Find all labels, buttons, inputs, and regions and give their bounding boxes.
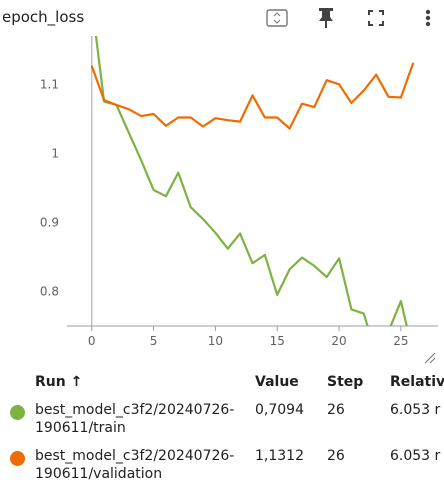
resize-handle-icon[interactable] — [424, 352, 436, 364]
header-relative[interactable]: Relativ — [390, 374, 444, 390]
y-tick-label: 1 — [51, 146, 59, 160]
x-tick-label: 20 — [331, 334, 346, 348]
table-row[interactable]: best_model_c3f2/20240726- 190611/validat… — [0, 447, 444, 493]
header-step[interactable]: Step — [327, 374, 364, 390]
run-name: best_model_c3f2/20240726- 190611/validat… — [35, 447, 250, 483]
more-vert-icon[interactable] — [414, 4, 442, 32]
y-tick-label: 0.9 — [40, 215, 59, 229]
run-value: 1,1312 — [255, 448, 304, 464]
header-value[interactable]: Value — [255, 374, 299, 390]
x-tick-label: 5 — [150, 334, 158, 348]
validation-series-line — [90, 62, 415, 130]
fullscreen-icon[interactable] — [362, 4, 390, 32]
pin-icon[interactable] — [312, 4, 340, 32]
x-tick-label: 10 — [208, 334, 223, 348]
run-relative: 6.053 r — [390, 402, 441, 418]
series-color-dot — [10, 405, 25, 420]
y-tick-label: 0.8 — [40, 284, 59, 298]
chart-header: epoch_loss — [0, 0, 444, 36]
y-tick-label: 1.1 — [40, 77, 59, 91]
run-name-line: best_model_c3f2/20240726- — [35, 402, 235, 418]
run-step: 26 — [327, 448, 345, 464]
run-name-line: best_model_c3f2/20240726- — [35, 448, 235, 464]
x-tick-label: 25 — [393, 334, 408, 348]
series-color-dot — [10, 451, 25, 466]
x-tick-label: 0 — [88, 334, 96, 348]
chart-title: epoch_loss — [2, 8, 85, 26]
header-run[interactable]: Run ↑ — [35, 374, 83, 390]
run-name-line: 190611/validation — [35, 466, 163, 482]
run-name-line: 190611/train — [35, 420, 126, 436]
fit-domain-icon[interactable] — [263, 4, 291, 32]
run-name: best_model_c3f2/20240726- 190611/train — [35, 401, 250, 437]
run-value: 0,7094 — [255, 402, 304, 418]
train-series-line — [94, 36, 408, 326]
run-relative: 6.053 r — [390, 448, 441, 464]
run-step: 26 — [327, 402, 345, 418]
x-tick-label: 15 — [270, 334, 285, 348]
loss-chart[interactable]: 0.8 0.9 1 1.1 0 5 10 15 20 25 — [0, 36, 444, 366]
table-row[interactable]: best_model_c3f2/20240726- 190611/train 0… — [0, 401, 444, 447]
